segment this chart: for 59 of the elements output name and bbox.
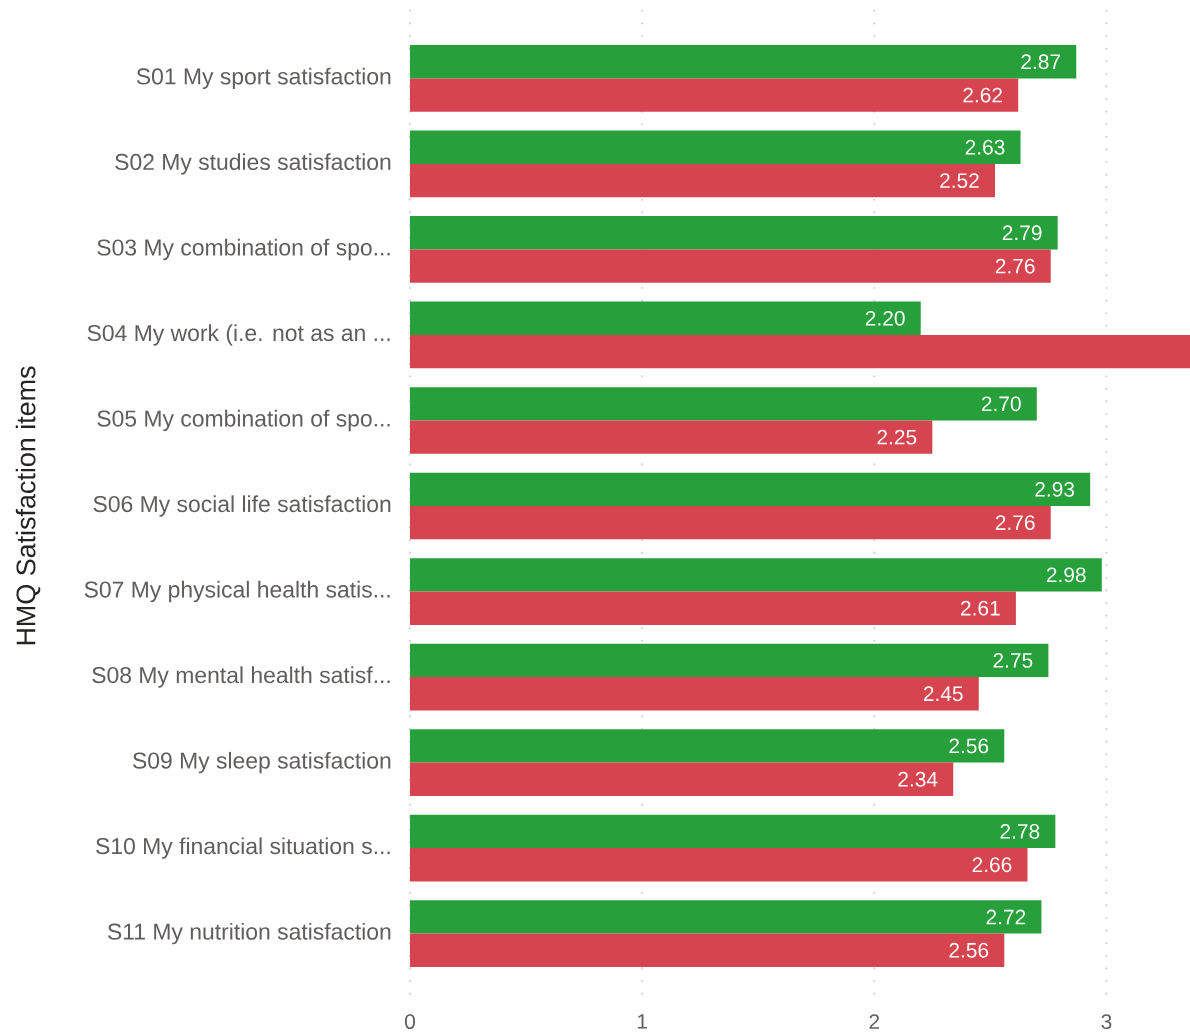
data-label: 2.87 <box>1021 54 1060 70</box>
bar <box>410 249 1051 283</box>
bar <box>410 506 1051 540</box>
y-tick-label: S06 My social life satisfaction <box>93 495 391 517</box>
data-label: 2.75 <box>993 652 1033 668</box>
x-tick-label: 0 <box>404 1014 415 1030</box>
y-tick-label: S03 My combination of spo... <box>97 238 390 261</box>
y-tick-label: S08 My mental health satisf... <box>92 666 390 688</box>
bar <box>410 301 921 335</box>
y-axis-title: HMQ Satisfaction items <box>15 366 41 645</box>
bar <box>410 334 1190 369</box>
bar <box>410 900 1042 934</box>
bar <box>410 729 1005 763</box>
data-label: 2.45 <box>923 686 963 702</box>
bar <box>410 591 1016 625</box>
data-label: 2.20 <box>865 310 905 326</box>
bar <box>410 643 1049 678</box>
data-label: 2.70 <box>981 396 1021 412</box>
x-tick-label: 2 <box>869 1014 880 1029</box>
y-tick-label: S10 My financial situation s... <box>96 837 390 859</box>
x-tick-label: 1 <box>637 1014 647 1029</box>
bar <box>410 762 954 796</box>
y-tick-label: S01 My sport satisfaction <box>136 67 391 90</box>
bar <box>410 387 1037 421</box>
data-label: 2.72 <box>986 909 1026 925</box>
y-tick-label: S04 My work (i.e. not as an ... <box>87 324 390 346</box>
bar <box>410 163 996 198</box>
bar <box>410 45 1077 79</box>
data-label: 2.56 <box>949 738 989 754</box>
y-tick-label: S09 My sleep satisfaction <box>133 751 391 774</box>
data-label: 2.78 <box>1000 824 1040 839</box>
y-tick-label: S07 My physical health satis... <box>84 580 390 603</box>
bar <box>410 130 1021 164</box>
bar <box>410 848 1028 882</box>
data-label: 2.98 <box>1046 567 1086 583</box>
bar <box>410 216 1058 250</box>
bar <box>410 78 1019 112</box>
data-label: 2.66 <box>972 857 1012 873</box>
data-label: 2.61 <box>961 600 1000 616</box>
data-label: 2.25 <box>877 429 917 445</box>
bar <box>410 677 979 711</box>
bar <box>410 558 1102 592</box>
data-label: 2.62 <box>963 87 1002 103</box>
y-tick-label: S11 My nutrition satisfaction <box>107 922 391 945</box>
data-label: 2.34 <box>898 771 938 787</box>
x-tick-label: 3 <box>1101 1014 1112 1030</box>
data-label: 2.79 <box>1002 225 1042 241</box>
data-label: 2.76 <box>995 515 1035 531</box>
y-tick-label: S02 My studies satisfaction <box>115 153 391 175</box>
data-label: 2.56 <box>949 942 989 958</box>
bar <box>410 420 933 454</box>
y-tick-label: S05 My combination of spo... <box>97 409 390 432</box>
data-label: 2.93 <box>1035 481 1075 497</box>
bar <box>410 933 1005 967</box>
bar <box>410 472 1091 507</box>
data-label: 2.63 <box>965 139 1005 155</box>
data-label: 2.76 <box>995 258 1035 274</box>
bar <box>410 814 1056 849</box>
data-label: 2.52 <box>940 173 979 189</box>
